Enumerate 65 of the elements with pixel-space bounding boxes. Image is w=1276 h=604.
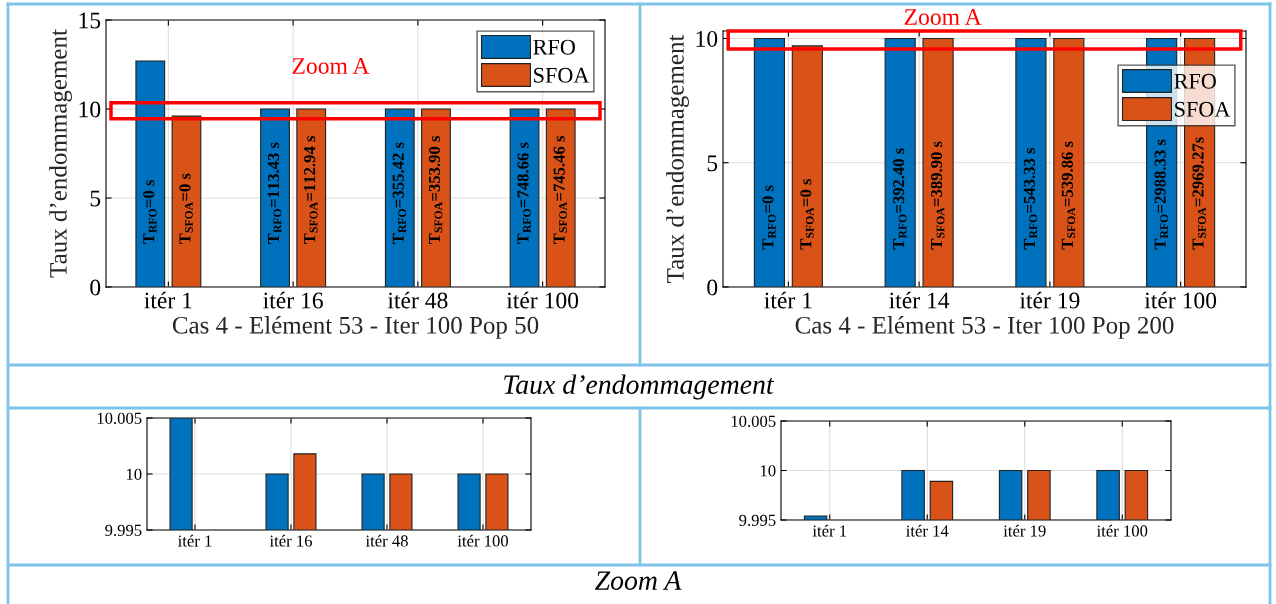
bar [545, 108, 576, 287]
bar [384, 108, 415, 287]
x-axis-title: Cas 4 - Elément 53 - Iter 100 Pop 200 [795, 316, 1174, 339]
x-tick-label: itér 19 [1019, 291, 1080, 309]
y-tick-label: 10.005 [97, 412, 142, 425]
annotation: T$_{RFO}$=355.42 s [392, 142, 407, 245]
annotation: T$_{SFOA}$=2969.27s [1192, 137, 1206, 250]
x-tick-label: itér 16 [263, 291, 323, 309]
x-tick-label: itér 1 [812, 524, 847, 537]
text: Zoom A [904, 9, 982, 25]
annotation: T$_{RFO}$=2988.33 s [1154, 139, 1168, 250]
annotation: T$_{RFO}$=0 s [143, 179, 157, 245]
x-tick-label: itér 19 [1003, 524, 1046, 537]
annotation: T$_{RFO}$=113.43 s [267, 142, 282, 245]
y-tick-label: 10 [79, 101, 101, 118]
annotation: T$_{RFO}$=543.33 s [1023, 147, 1038, 250]
legend-label: SFOA [534, 67, 590, 83]
annotation: T$_{SFOA}$=0 s [179, 173, 193, 245]
x-tick-label: itér 100 [457, 534, 509, 547]
x-axis-title: Cas 4 - Elément 53 - Iter 100 Pop 50 [172, 316, 539, 339]
bar [421, 108, 451, 287]
annotation: T$_{SFOA}$=539.86 s [1061, 141, 1076, 250]
annotation: T$_{RFO}$=0 s [762, 185, 776, 250]
annotation: Zoom A [292, 58, 370, 74]
y-axis-title: Taux d’endommagement [49, 29, 72, 278]
legend-label: RFO [533, 39, 575, 55]
annotation: T$_{RFO}$=392.40 s [893, 148, 907, 250]
y-tick-label: 9.995 [739, 514, 776, 527]
y-tick-label: 5 [90, 190, 101, 207]
x-tick-label: itér 1 [764, 291, 812, 309]
y-tick-label: 15 [79, 12, 101, 29]
y-axis-title: Taux d’endommagement [504, 374, 775, 400]
annotation: T$_{SFOA}$=745.46 s [553, 135, 567, 245]
text: Zoom A [594, 571, 682, 590]
x-tick-label: itér 100 [506, 291, 579, 309]
y-tick-label: 9.995 [105, 524, 142, 537]
x-tick-label: itér 14 [906, 524, 949, 537]
text: Taux d’endommagement [666, 34, 689, 283]
annotation: T$_{SFOA}$=353.90 s [428, 135, 443, 245]
y-tick-label: 0 [90, 279, 101, 296]
annotation: T$_{SFOA}$=112.94 s [304, 135, 318, 245]
y-tick-label: 10.005 [731, 415, 776, 428]
y-tick-label: 10 [126, 468, 142, 480]
y-tick-label: 10 [760, 465, 776, 477]
x-tick-label: itér 48 [365, 534, 408, 547]
x-tick-label: itér 14 [889, 291, 950, 309]
x-tick-label: itér 100 [1096, 524, 1148, 537]
x-tick-label: itér 16 [269, 534, 313, 547]
x-tick-label: itér 1 [144, 291, 192, 309]
x-tick-label: itér 100 [1144, 291, 1217, 309]
y-tick-label: 5 [707, 155, 718, 172]
x-tick-label: itér 48 [387, 291, 448, 309]
annotation: T$_{RFO}$=748.66 s [517, 142, 531, 245]
bar [135, 60, 166, 287]
y-tick-label: 10 [696, 30, 718, 47]
annotation: T$_{SFOA}$=0 s [800, 178, 814, 250]
bar [171, 115, 202, 287]
legend-label: RFO [1174, 73, 1216, 89]
bar [296, 108, 327, 287]
legend-label: SFOA [1175, 101, 1231, 117]
bar [260, 108, 290, 287]
bar [509, 108, 540, 287]
x-tick-label: itér 1 [177, 534, 212, 547]
annotation: T$_{SFOA}$=389.90 s [930, 141, 945, 250]
y-tick-label: 0 [707, 279, 718, 296]
